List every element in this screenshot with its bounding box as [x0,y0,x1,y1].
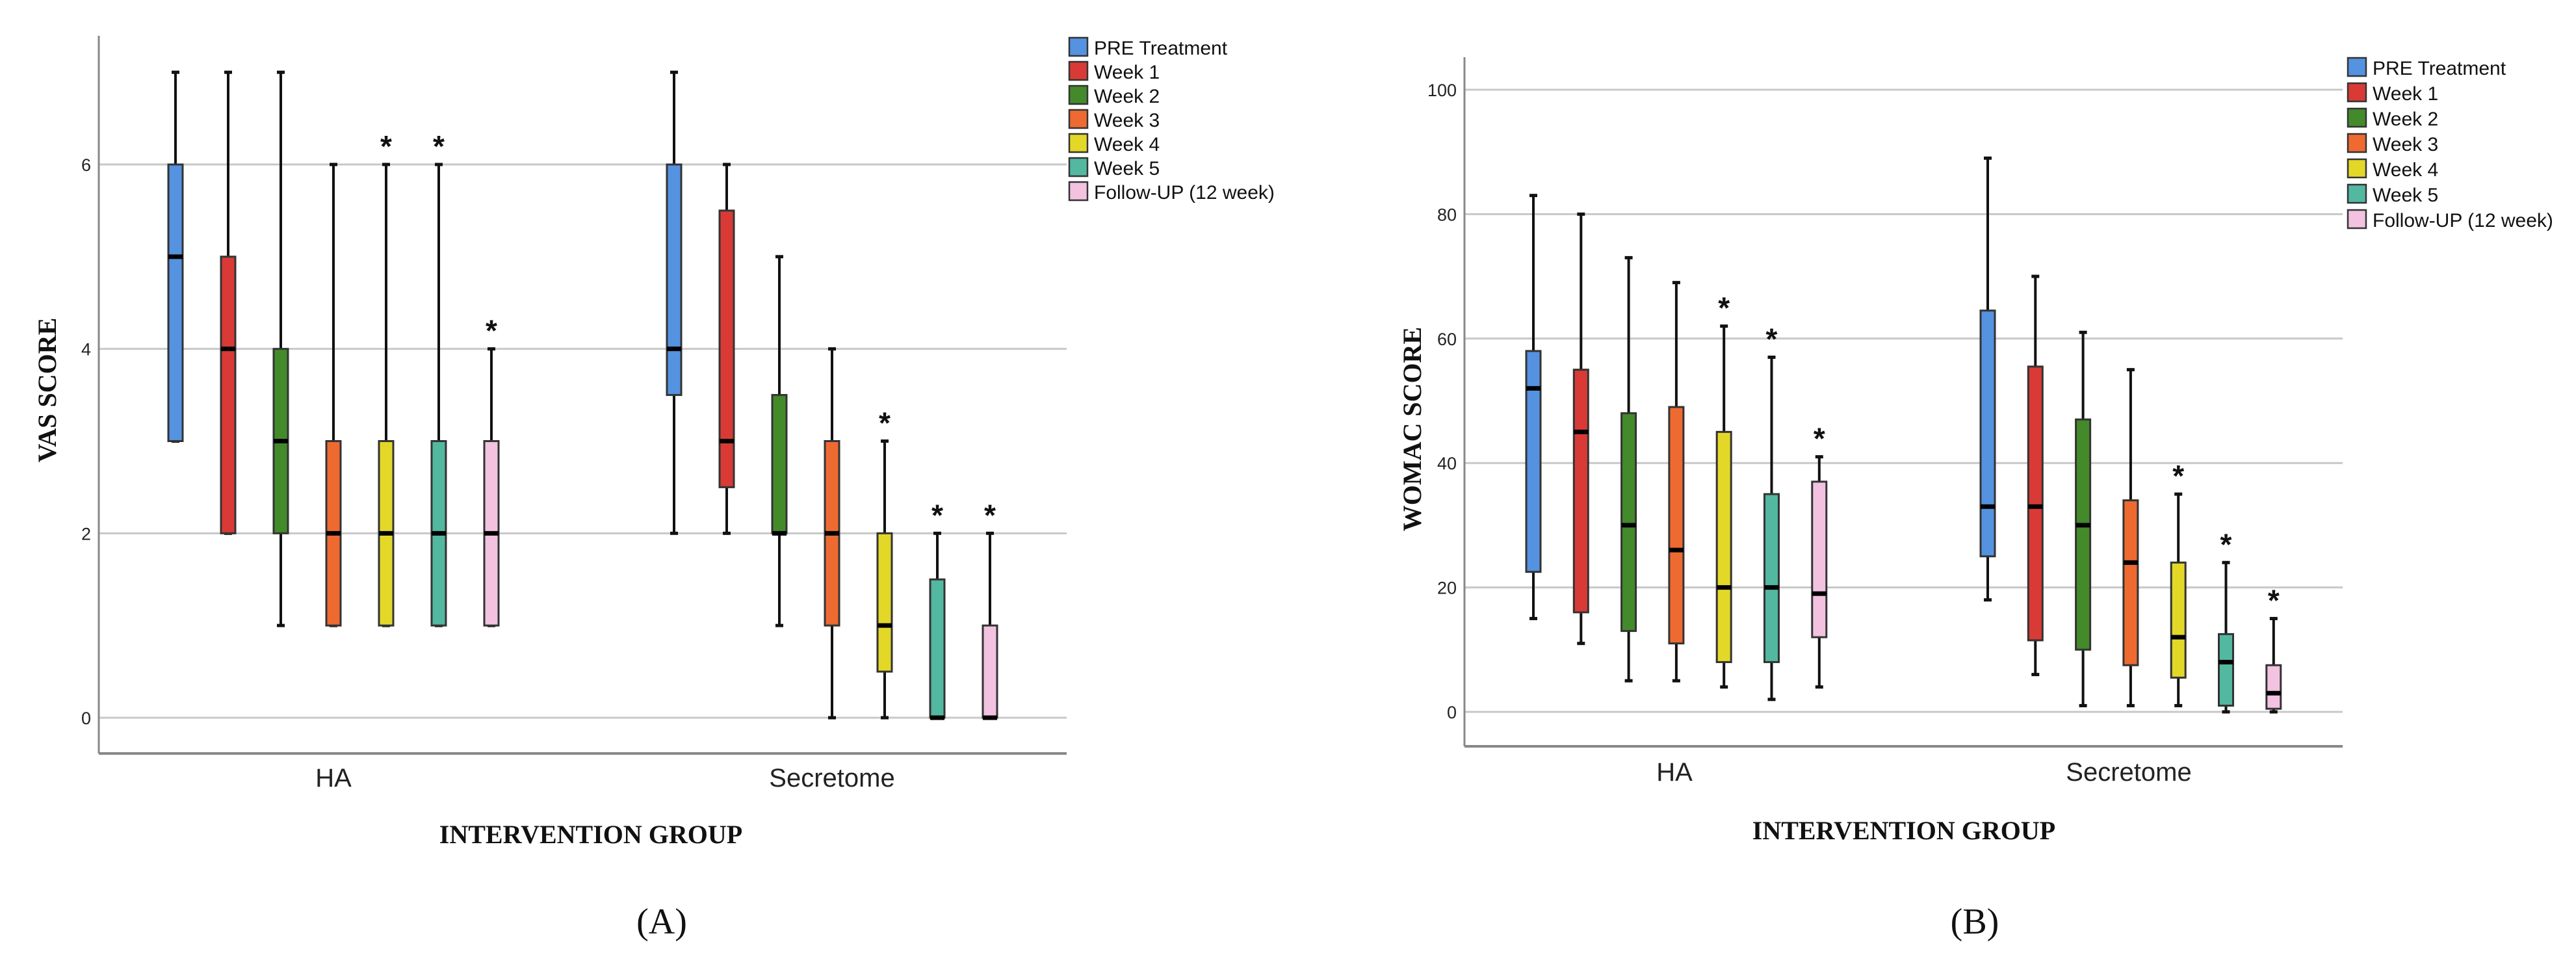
legend-swatch [1068,85,1089,105]
legend-swatch [1068,181,1089,202]
legend-swatch [2347,82,2367,103]
x-category-label: Secretome [769,764,894,792]
x-axis-label: INTERVENTION GROUP [439,820,742,849]
significance-marker: * [1718,291,1730,325]
legend-swatch [1068,36,1089,57]
x-axis-label: INTERVENTION GROUP [1752,816,2055,845]
y-tick-label: 80 [1437,205,1457,224]
legend-swatch [2347,209,2367,229]
legend-swatch [2347,133,2367,153]
box [1763,493,1780,663]
legend-label: Follow-UP (12 week) [2373,210,2553,231]
box [1811,480,1828,638]
y-axis-label: WOMAC SCORE [1398,327,1427,531]
significance-marker: * [879,406,891,440]
legend-label: Week 5 [2373,185,2438,206]
y-tick-label: 6 [81,155,91,175]
legend-label: PRE Treatment [1094,38,1228,59]
box [2027,365,2044,642]
x-category-label: HA [1656,758,1693,787]
box [771,394,788,534]
legend-label: Week 3 [1094,110,1160,131]
significance-marker: * [486,314,497,348]
y-tick-label: 4 [81,340,91,360]
box [1620,412,1637,633]
chart-b-womac: 0 20 40 60 80 100 HA * * * Secretome * * * PRE Treatme… [1398,57,2553,942]
box [929,578,946,719]
box [1715,430,1732,663]
panel-label: (B) [1951,902,1999,942]
box [167,163,184,442]
y-tick-label: 20 [1437,579,1457,598]
box [2265,664,2282,710]
box [1572,369,1589,614]
significance-marker: * [380,129,392,163]
legend-label: Week 4 [1094,134,1160,155]
legend-swatch [2347,158,2367,179]
legend-label: Week 1 [2373,83,2438,105]
box [2122,499,2139,666]
legend-swatch [1068,133,1089,153]
legend-swatch [2347,183,2367,204]
box [718,209,735,488]
box [2075,418,2092,651]
legend-swatch [2347,57,2367,77]
significance-marker: * [1766,322,1778,356]
legend-label: Week 3 [2373,134,2438,155]
legend-label: Follow-UP (12 week) [1094,182,1275,203]
significance-marker: * [1814,422,1825,456]
legend-swatch [1068,157,1089,177]
legend-label: Week 4 [2373,159,2438,181]
panel-label: (A) [636,902,687,942]
y-tick-label: 40 [1437,454,1457,473]
box [666,163,683,397]
legend-swatch [1068,60,1089,81]
significance-marker: * [984,498,996,532]
box [1979,309,1996,558]
y-tick-label: 2 [81,524,91,543]
legend-swatch [1068,109,1089,129]
box [220,255,237,534]
legend-label: Week 1 [1094,62,1160,83]
significance-marker: * [931,498,943,532]
significance-marker: * [2268,583,2280,617]
legend-swatch [2347,107,2367,128]
box [1525,350,1542,573]
box [1668,406,1685,645]
y-tick-label: 0 [81,709,91,728]
significance-marker: * [2172,459,2184,493]
y-axis-label: VAS SCORE [33,318,62,463]
box [2218,633,2234,707]
chart-a-vas: 0 2 4 6 HA * * * Secretome * * * PRE Treatment Week 1… [33,36,1275,942]
y-tick-label: 0 [1447,703,1457,722]
box [982,624,998,719]
x-category-label: HA [315,764,352,792]
y-tick-label: 100 [1427,81,1457,100]
legend-label: Week 2 [1094,86,1160,107]
legend-label: Week 5 [1094,158,1160,179]
legend-label: PRE Treatment [2373,58,2506,79]
box [876,532,893,673]
significance-marker: * [433,129,445,163]
y-tick-label: 60 [1437,330,1457,349]
significance-marker: * [2220,527,2232,561]
box [2170,561,2187,679]
legend-label: Week 2 [2373,109,2438,130]
x-category-label: Secretome [2066,758,2191,787]
